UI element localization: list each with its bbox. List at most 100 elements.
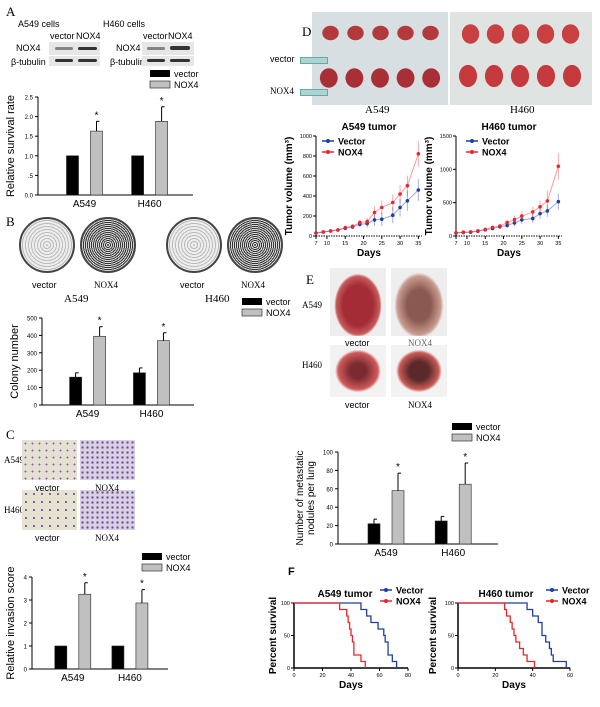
lane-vector-h460: vector [143,31,168,41]
y-tick-label: 1 [24,645,28,651]
data-point-vector [379,217,384,221]
x-tick-label: 10 [464,241,470,247]
legend-label-nox4: NOX4 [396,597,421,607]
data-point-vector [538,211,542,216]
survival-curve-vector [294,602,398,668]
data-point-nox4 [490,225,495,230]
chart-title: H460 tumor [478,589,533,600]
x-tick-label: 15 [482,241,488,247]
y-tick-label: 20 [326,524,333,530]
x-tick-label: A549 [374,548,398,559]
label-vector: vector [35,533,60,543]
legend-marker-vector [326,139,330,143]
legend-label-nox4: NOX4 [174,80,199,90]
row-label-h460: H460 [302,360,322,370]
significance-marker: * [463,452,467,463]
invasion-image-h460-nox4 [80,490,135,530]
tumor-photo-h460 [450,12,592,105]
blot-title-a549: A549 cells [18,19,60,29]
x-tick-label: 35 [555,241,561,247]
data-point-nox4 [398,192,402,196]
bar-nox4-a549 [90,130,103,196]
bar-vector-h460 [434,520,448,545]
y-tick-label: 400 [27,334,38,340]
panel-label-c: C [6,427,15,442]
dish-a549-nox4 [80,217,136,273]
legend-label-vector: vector [166,552,191,562]
y-tick-label: 3 [24,599,28,605]
y-tick-label: 1.5 [25,135,34,141]
legend-swatch-vector [150,70,170,77]
significance-marker: * [161,322,165,333]
data-point-nox4 [483,227,488,232]
lane-vector-a549: vector [50,31,75,41]
y-axis-label: Number of metastaticnodules per lung [295,450,317,545]
x-tick-label: 40 [348,673,354,679]
row-label-h460: H460 [4,505,24,515]
data-point-nox4 [379,205,384,210]
panel-label-b: B [6,214,15,229]
legend-label-nox4: NOX4 [338,148,363,158]
x-axis-label: Days [357,248,381,259]
x-tick-label: 10 [324,241,330,247]
data-point-vector [405,199,410,203]
legend-swatch-nox4 [241,308,263,317]
bar-vector-a549 [66,155,79,196]
y-tick-label: 50 [284,634,290,640]
significance-marker: * [396,462,400,473]
y-tick-label: 2.5 [25,96,34,102]
significance-marker: * [95,110,99,121]
data-point-vector [416,188,421,192]
significance-marker: * [160,96,164,107]
row-nox4-h460: NOX4 [116,43,141,53]
y-axis-label: Colony number [9,324,21,399]
data-point-nox4 [321,230,326,234]
y-tick-label: 500 [27,317,38,323]
y-tick-label: 1500 [440,134,452,140]
arrow-icon [300,57,328,64]
bar-vector-h460 [133,372,146,406]
panel-label-d: D [302,24,312,39]
chart-title: A549 tumor [317,589,372,600]
label-nox4: NOX4 [241,280,265,290]
survival-curve-nox4 [458,602,536,668]
y-tick-label: 200 [27,369,38,375]
x-tick-label: H460 [441,548,465,559]
x-tick-label: 25 [519,241,525,247]
x-tick-label: A549 [73,199,97,210]
x-tick-label: 30 [397,241,403,247]
label-nox4: NOX4 [94,280,118,290]
data-point-nox4 [538,205,542,209]
line-vector [455,201,559,234]
legend-label-vector: vector [266,297,291,307]
survival-curve-vector [458,602,567,668]
row-label-a549: A549 [4,455,24,465]
invasion-image-h460-vector [22,490,77,530]
data-point-nox4 [519,214,524,218]
legend-label-vector: vector [174,69,199,79]
y-axis-label: Relative survival rate [5,95,17,197]
y-axis-label: Tumor volume (mm³) [424,137,435,236]
bar-vector-a549 [54,645,68,670]
data-point-nox4 [314,231,318,235]
y-tick-label: 0 [34,404,38,410]
bar-vector-h460 [111,645,125,670]
x-tick-label: A549 [61,673,85,684]
y-tick-label: 50 [448,634,454,640]
data-point-nox4 [336,228,340,232]
data-point-nox4 [328,229,333,233]
x-tick-label: 7 [454,241,457,247]
data-point-nox4 [390,200,395,205]
y-tick-label: 400 [303,194,312,200]
x-tick-label: 20 [360,241,366,247]
x-tick-label: 30 [537,241,543,247]
x-tick-label: 0 [456,673,459,679]
y-tick-label: 0 [451,666,454,672]
y-tick-label: 600 [303,174,312,180]
row-nox4-a549: NOX4 [16,43,41,53]
x-tick-label: 35 [415,241,421,247]
data-point-nox4 [372,210,377,215]
bar-nox4-a549 [391,490,405,545]
y-tick-label: 800 [303,154,312,160]
label-vector: vector [345,338,370,348]
